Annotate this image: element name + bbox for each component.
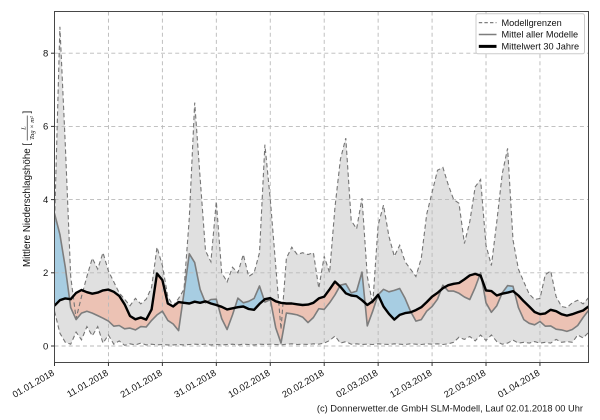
svg-text:4: 4 [43, 195, 48, 206]
svg-text:2: 2 [43, 268, 48, 279]
svg-text:(c) Donnerwetter.de GmbH SLM-M: (c) Donnerwetter.de GmbH SLM-Modell, Lau… [317, 404, 583, 414]
svg-text:]: ] [22, 111, 33, 114]
svg-text:Mittelwert 30 Jahre: Mittelwert 30 Jahre [502, 42, 580, 52]
svg-text:Mittel aller Modelle: Mittel aller Modelle [502, 30, 579, 40]
svg-text:Mittlere Niederschlagshöhe [: Mittlere Niederschlagshöhe [ [22, 143, 33, 267]
svg-text:8: 8 [43, 49, 48, 60]
svg-text:Tag × m²: Tag × m² [29, 115, 36, 140]
svg-text:0: 0 [43, 341, 48, 352]
svg-text:L: L [20, 126, 27, 131]
svg-text:6: 6 [43, 122, 48, 133]
svg-text:Modellgrenzen: Modellgrenzen [502, 18, 562, 28]
